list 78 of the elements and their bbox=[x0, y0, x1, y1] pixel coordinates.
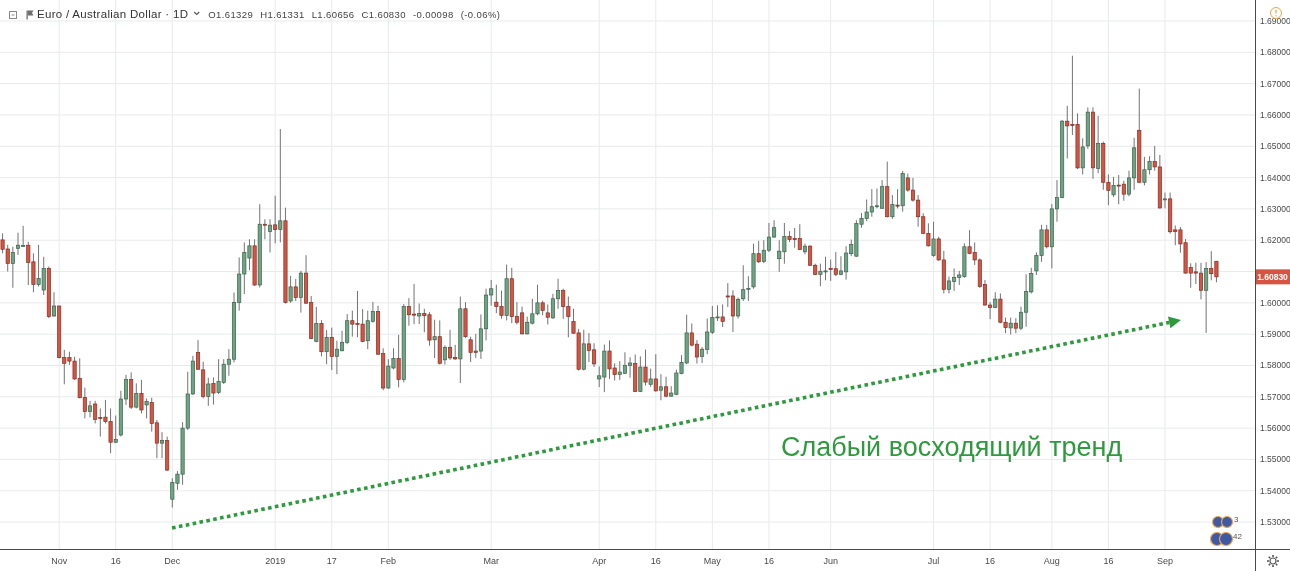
x-tick-label: 16 bbox=[763, 556, 774, 566]
candlestick bbox=[262, 218, 267, 240]
candlestick bbox=[720, 303, 725, 328]
y-tick-label: 1.66000 bbox=[1260, 109, 1290, 120]
x-tick-label: 2019 bbox=[265, 556, 286, 566]
candlestick bbox=[653, 353, 658, 393]
candlestick bbox=[396, 334, 401, 388]
candlestick bbox=[890, 194, 895, 220]
candlestick bbox=[206, 377, 211, 407]
candlestick bbox=[288, 275, 293, 304]
candlestick bbox=[448, 329, 453, 361]
annotation: 42 bbox=[1233, 531, 1243, 541]
y-tick-label: 1.65000 bbox=[1260, 141, 1290, 152]
candlestick bbox=[658, 373, 663, 401]
text: Euro / Australian Dollar · 1D bbox=[37, 8, 189, 20]
candlestick bbox=[160, 431, 165, 459]
candlestick bbox=[268, 218, 273, 253]
annotation: Слабый восходящий тренд bbox=[780, 432, 1123, 462]
candlestick bbox=[144, 397, 149, 419]
candlestick bbox=[442, 344, 447, 366]
y-tick-label: 1.67000 bbox=[1260, 78, 1290, 89]
candlestick bbox=[931, 221, 936, 258]
candlestick bbox=[211, 376, 216, 406]
y-tick-label: 1.69000 bbox=[1260, 15, 1290, 26]
y-tick-label: 1.55000 bbox=[1260, 454, 1290, 465]
x-tick-label: 16 bbox=[650, 556, 661, 566]
candlestick bbox=[324, 329, 329, 365]
candlestick bbox=[1204, 261, 1209, 334]
candlestick bbox=[293, 278, 298, 302]
candlestick bbox=[1111, 176, 1116, 198]
candlestick bbox=[52, 291, 56, 318]
candlestick bbox=[545, 303, 550, 325]
y-tick-label: 1.62000 bbox=[1260, 235, 1290, 246]
x-tick-label: 16 bbox=[110, 556, 121, 566]
y-tick-label: 1.64000 bbox=[1260, 172, 1290, 183]
candlestick bbox=[10, 246, 15, 289]
x-tick-label: Dec bbox=[164, 556, 181, 566]
candlestick bbox=[648, 368, 653, 388]
annotation: 3 bbox=[1234, 514, 1239, 524]
candlestick bbox=[278, 128, 283, 243]
candlestick bbox=[1162, 192, 1167, 209]
x-tick-label: Sep bbox=[1156, 556, 1173, 566]
candlestick bbox=[736, 297, 741, 319]
y-tick-label: 1.63000 bbox=[1260, 203, 1290, 214]
text: O1.61329 H1.61331 L1.60656 C1.60830 -0.00098 (-0.06%) bbox=[208, 9, 501, 20]
y-tick-label: 1.54000 bbox=[1260, 485, 1290, 496]
candlestick bbox=[730, 289, 735, 333]
x-tick-label: Nov bbox=[51, 556, 68, 566]
candlestick bbox=[329, 327, 334, 371]
candlestick bbox=[113, 415, 118, 444]
candlestick bbox=[756, 240, 761, 264]
candlestick bbox=[314, 306, 319, 343]
x-tick-label: Mar bbox=[483, 556, 499, 566]
y-tick-label: 1.53000 bbox=[1260, 517, 1290, 528]
x-tick-label: 17 bbox=[326, 556, 337, 566]
x-tick-label: Aug bbox=[1043, 556, 1060, 566]
candlestick bbox=[88, 400, 93, 418]
x-tick-label: Apr bbox=[592, 556, 607, 566]
y-tick-label: 1.57000 bbox=[1260, 391, 1290, 402]
y-tick-label: 1.59000 bbox=[1260, 329, 1290, 340]
x-tick-label: Jun bbox=[823, 556, 838, 566]
candlestick bbox=[134, 382, 139, 409]
candlestick bbox=[1044, 224, 1049, 249]
candlestick bbox=[895, 188, 900, 209]
candlestick bbox=[139, 379, 144, 414]
candlestick bbox=[417, 302, 422, 325]
y-tick-label: 1.68000 bbox=[1260, 47, 1290, 58]
x-tick-label: 16 bbox=[1103, 556, 1114, 566]
candlestick bbox=[432, 319, 437, 359]
x-tick-label: Feb bbox=[380, 556, 397, 566]
x-tick-label: Jul bbox=[927, 556, 940, 566]
y-tick-label: 1.56000 bbox=[1260, 423, 1290, 434]
candlestick bbox=[643, 349, 648, 387]
x-tick-label: 16 bbox=[985, 556, 996, 566]
y-tick-label: 1.58000 bbox=[1260, 360, 1290, 371]
x-tick-label: May bbox=[703, 556, 722, 566]
candlestick bbox=[273, 195, 278, 244]
y-tick-label: 1.60000 bbox=[1260, 297, 1290, 308]
